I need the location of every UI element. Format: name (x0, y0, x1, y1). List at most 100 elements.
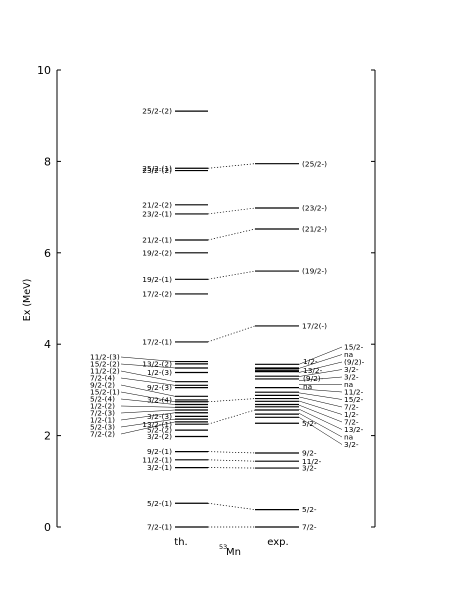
exp-fan-leader (298, 396, 343, 408)
th-level-label: 25/2-(1) (142, 164, 172, 173)
chart-frame (56, 70, 376, 527)
exp-level-label: 5/2- (302, 505, 317, 514)
th-fan-leader (120, 391, 176, 403)
th-level-label: 3/2-(2) (147, 432, 172, 441)
exp-fan-label: 15/2- (344, 343, 364, 352)
th-fan-leader (120, 405, 176, 408)
y-tick-label: 6 (44, 247, 51, 260)
exp-fan-leader (298, 361, 343, 373)
th-level-label: 17/2-(2) (142, 290, 172, 299)
exp-fan-leader (298, 354, 343, 369)
exp-fan-leader (298, 408, 343, 430)
exp-inline-label: 1/2- (303, 357, 318, 366)
exp-fan-leader (298, 400, 343, 415)
th-fan-label: 15/2-(1) (90, 388, 120, 397)
th-level-label: 3/2-(3) (147, 412, 172, 421)
th-level-label: 1/2-(3) (147, 368, 172, 377)
th-fan-label: 9/2-(2) (90, 381, 115, 390)
y-tick-label: 8 (44, 155, 51, 168)
exp-level-label: 17/2(-) (302, 322, 327, 331)
y-ticks: 0 2 4 6 8 10 (37, 64, 375, 534)
connection-line (207, 270, 256, 280)
connection-line (207, 459, 256, 462)
exp-level-label: 3/2- (302, 464, 317, 473)
column-label-th: th. (174, 537, 187, 548)
y-tick-label: 2 (44, 430, 51, 443)
th-level-label: 7/2-(1) (147, 523, 172, 532)
th-fan-leader (120, 421, 176, 435)
connection-line (207, 325, 256, 343)
nucleus-mass: 53 (219, 543, 227, 551)
exp-inline-label: (9/2)- (303, 374, 324, 383)
th-level-label: 3/2-(4) (147, 396, 172, 405)
exp-fan-leader (298, 388, 343, 393)
th-level-label: 13/2-(2) (142, 359, 172, 368)
exp-fan-leader (298, 376, 343, 381)
connection-line (207, 409, 256, 425)
th-level-label: 9/2-(3) (147, 383, 172, 392)
exp-fan-label: (9/2)- (344, 358, 365, 367)
th-fan-leader (120, 384, 176, 397)
y-axis-title: Ex (MeV) (22, 279, 33, 322)
th-level-label: 25/2-(2) (142, 107, 172, 116)
th-fan-leader (120, 412, 176, 421)
exp-level-label: 7/2- (302, 523, 317, 532)
th-level-label: 23/2-(1) (142, 210, 172, 219)
level-labels: 7/2-(1) 5/2-(1) 3/2-(1)11/2-(1)9/2-(1) 3/2-… (90, 107, 365, 532)
connection-line (207, 451, 256, 454)
th-level-label: 17/2-(1) (142, 338, 172, 347)
exp-inline-label: 13/2- (303, 366, 323, 375)
exp-level-label: 5/2- (302, 419, 317, 428)
level-lines (175, 110, 299, 528)
th-level-label: 9/2-(1) (147, 447, 172, 456)
exp-level-label: 11/2- (302, 457, 322, 466)
exp-fan-label: 15/2- (344, 395, 364, 404)
th-level-label: 19/2-(1) (142, 275, 172, 284)
exp-fan-label: 7/2- (344, 403, 359, 412)
y-tick-label: 4 (44, 338, 51, 351)
th-fan-leader (120, 377, 176, 386)
exp-fan-leader (298, 392, 343, 400)
th-level-label: 11/2-(1) (142, 455, 172, 464)
connection-line (207, 207, 256, 215)
connection-line (207, 398, 256, 403)
exp-fan-label: 3/2- (344, 373, 359, 382)
th-fan-leader (120, 356, 176, 362)
exp-level-label: (25/2-) (302, 159, 327, 168)
exp-fan-label: 3/2- (344, 365, 359, 374)
exp-level-label: (19/2-) (302, 267, 327, 276)
exp-fan-leader (298, 369, 343, 377)
th-fan-leader (120, 363, 176, 369)
exp-level-label: (21/2-) (302, 225, 327, 234)
th-level-label: 3/2-(1) (147, 463, 172, 472)
nucleus-label: 53Mn (219, 543, 241, 558)
th-level-label: 5/2-(1) (147, 499, 172, 508)
th-level-label: 21/2-(2) (142, 200, 172, 209)
th-fan-label: 7/2-(2) (90, 430, 115, 439)
y-tick-label: 10 (37, 64, 51, 77)
th-fan-label: 7/2-(3) (90, 409, 115, 418)
th-level-label: 23/2-(2) (142, 166, 172, 175)
th-fan-label: 5/2-(4) (90, 395, 115, 404)
th-fan-label: 7/2-(4) (90, 374, 115, 383)
connection-line (207, 228, 256, 241)
exp-level-label: (23/2-) (302, 204, 327, 213)
exp-fan-leader (298, 404, 343, 423)
column-label-exp: exp. (267, 537, 288, 548)
th-fan-leader (120, 398, 176, 405)
exp-inline-label: na (303, 382, 312, 391)
nucleus-symbol: Mn (226, 547, 241, 558)
th-fan-label: 11/2-(2) (90, 367, 120, 376)
exp-fan-label: 11/2- (344, 388, 364, 397)
connection-line (207, 502, 256, 510)
exp-fan-label: na (344, 433, 353, 442)
th-level-label: 5/2-(2) (147, 426, 172, 435)
exp-fan-label: na (344, 350, 353, 359)
connection-lines (207, 163, 256, 528)
y-tick-label: 0 (44, 521, 51, 534)
th-fan-leader (120, 409, 176, 414)
th-fan-label: 5/2-(3) (90, 423, 115, 432)
connection-line (207, 163, 256, 169)
th-fan-leader (120, 370, 176, 382)
